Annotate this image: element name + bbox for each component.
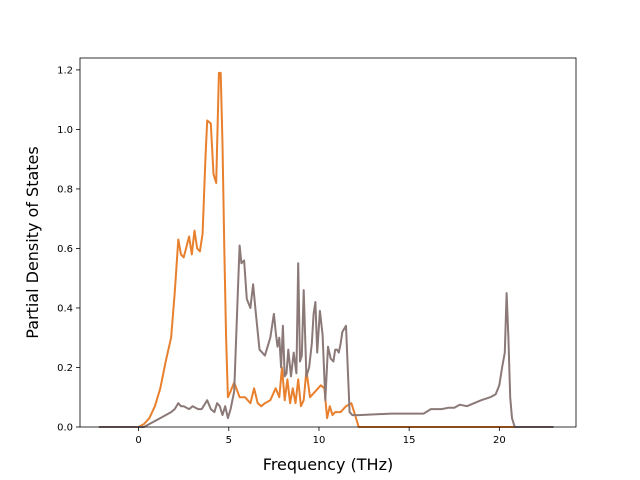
x-axis: 0 5 10 15 20	[135, 427, 506, 446]
x-tick-label: 5	[226, 435, 232, 446]
x-tick-label: 20	[493, 435, 506, 446]
series-line-1	[98, 71, 554, 428]
x-tick-label: 0	[135, 435, 141, 446]
y-tick-label: 0.0	[57, 423, 73, 434]
y-tick-label: 1.2	[57, 65, 73, 76]
y-tick-label: 0.8	[57, 184, 73, 195]
y-tick-label: 0.6	[57, 244, 73, 255]
y-tick-label: 0.4	[57, 303, 73, 314]
y-tick-label: 1.0	[57, 125, 73, 136]
plot-frame	[79, 57, 577, 428]
x-axis-label: Frequency (THz)	[263, 455, 393, 474]
series-line-2	[98, 244, 554, 428]
y-axis: 0.0 0.2 0.4 0.6 0.8 1.0 1.2	[57, 65, 80, 434]
x-tick-label: 15	[403, 435, 416, 446]
y-axis-label: Partial Density of States	[23, 146, 42, 338]
series-layer	[98, 71, 554, 428]
x-tick-label: 10	[313, 435, 326, 446]
y-tick-label: 0.2	[57, 363, 73, 374]
